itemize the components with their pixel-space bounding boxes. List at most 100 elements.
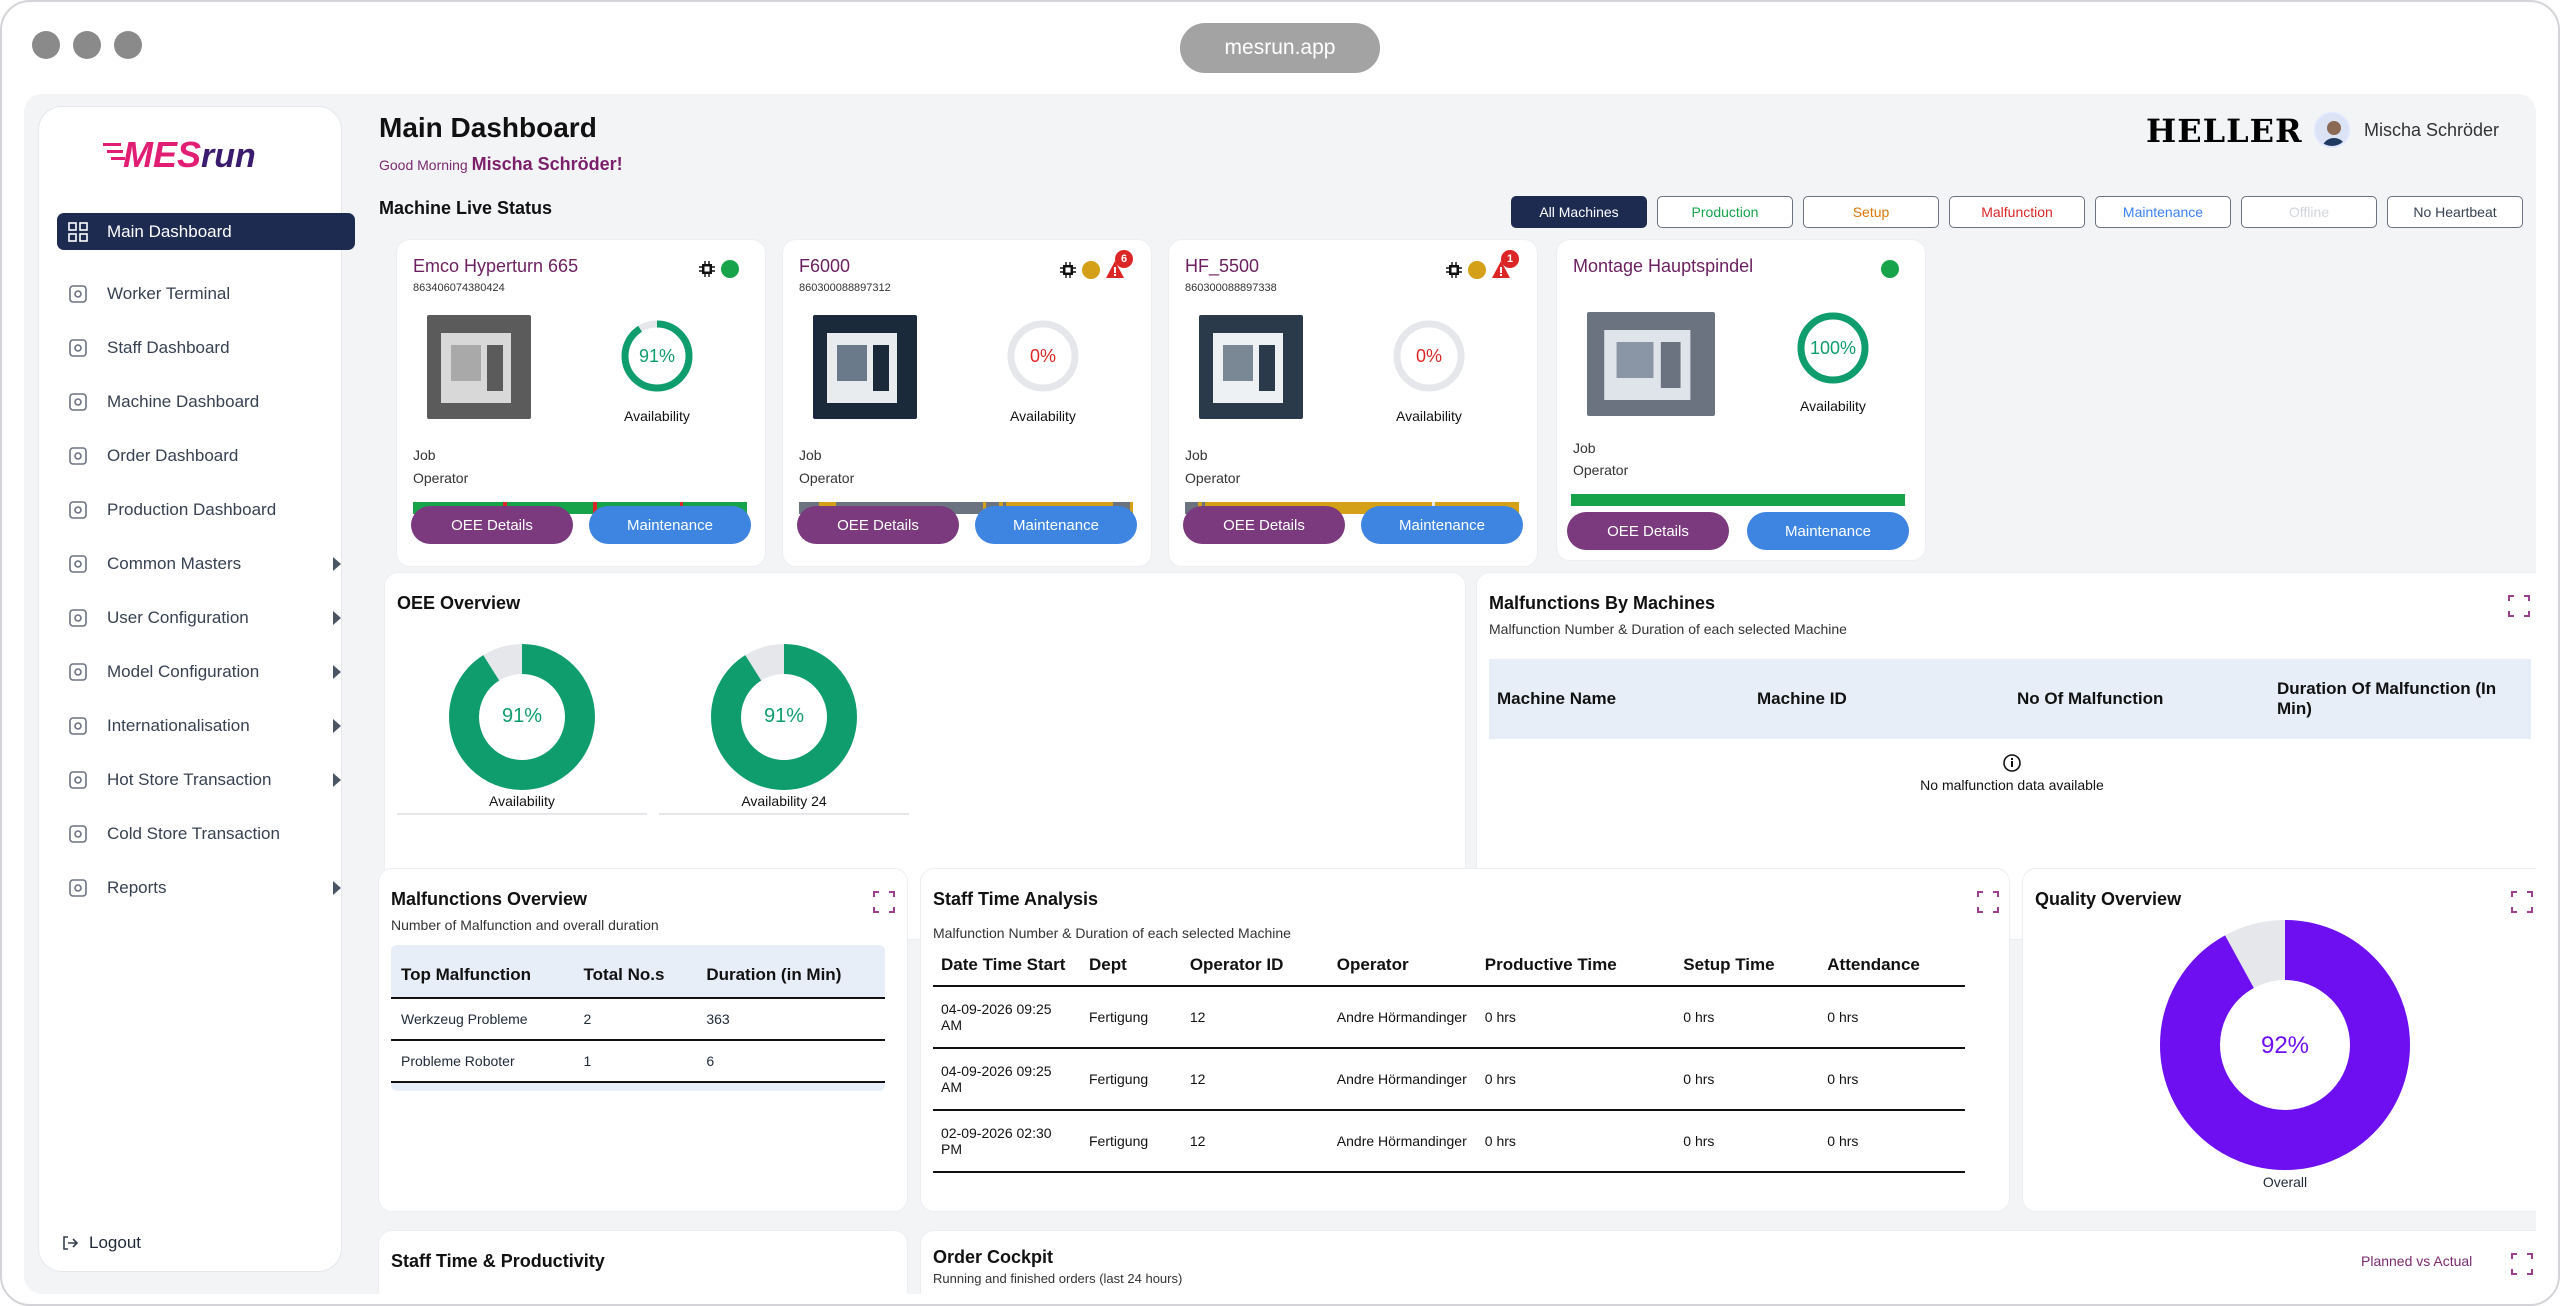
machine-card: HF_5500 860300088897338 1 0% Availability Job…	[1168, 239, 1538, 567]
planned-vs-actual-toggle[interactable]: Planned vs Actual	[2361, 1253, 2473, 1269]
sidebar-item-staff-dashboard[interactable]: Staff Dashboard	[57, 321, 355, 375]
worker-icon	[67, 283, 89, 305]
logout-icon	[63, 1236, 79, 1250]
filter-production[interactable]: Production	[1657, 196, 1793, 228]
filter-setup[interactable]: Setup	[1803, 196, 1939, 228]
operator-label: Operator	[1573, 462, 1629, 478]
availability-label: Availability	[1800, 398, 1866, 414]
status-indicator	[721, 260, 739, 278]
table-cell: 04-09-2026 09:25 AM	[933, 986, 1081, 1049]
user-avatar-icon	[2316, 114, 2348, 146]
sidebar-item-main-dashboard[interactable]: Main Dashboard	[57, 213, 355, 250]
oee-details-button[interactable]: OEE Details	[411, 506, 573, 544]
sidebar-item-label: Cold Store Transaction	[107, 824, 280, 843]
machine-name[interactable]: HF_5500	[1185, 256, 1260, 276]
maintenance-button[interactable]: Maintenance	[1747, 512, 1909, 550]
sidebar-item-label: Production Dashboard	[107, 500, 277, 519]
staff-icon	[67, 337, 89, 359]
oc-subtitle: Running and finished orders (last 24 hou…	[933, 1271, 1183, 1286]
table-header-row: Top Malfunction Total No.s Duration (in Mi…	[391, 953, 885, 999]
quality-value: 92%	[2261, 1032, 2309, 1059]
sidebar-item-order-dashboard[interactable]: Order Dashboard	[57, 429, 355, 483]
oee-details-button[interactable]: OEE Details	[1183, 506, 1345, 544]
filter-maintenance[interactable]: Maintenance	[2095, 196, 2231, 228]
mbm-subtitle: Malfunction Number & Duration of each se…	[1489, 621, 1847, 637]
filter-all-machines[interactable]: All Machines	[1511, 196, 1647, 228]
maintenance-button[interactable]: Maintenance	[1361, 506, 1523, 544]
table-cell: 12	[1181, 1048, 1329, 1111]
expand-icon[interactable]	[872, 890, 896, 914]
machine-card: Montage Hauptspindel 100% Availability Job O…	[1556, 239, 1926, 561]
table-cell: 12	[1181, 986, 1329, 1049]
status-indicator	[1082, 261, 1100, 279]
user-menu[interactable]: Mischa Schröder	[2314, 112, 2499, 148]
ring-value	[621, 320, 693, 392]
column-header: Machine Name	[1497, 689, 1617, 708]
alert-icon[interactable]: 6	[1105, 250, 1133, 280]
column-header: Machine ID	[1757, 689, 1847, 708]
table-cell: Andre Hörmandinger	[1328, 1048, 1477, 1111]
sidebar-item-internationalisation[interactable]: Internationalisation	[57, 699, 355, 753]
avatar[interactable]	[2314, 112, 2350, 148]
sidebar-item-reports[interactable]: Reports	[57, 861, 355, 915]
machine-name[interactable]: Emco Hyperturn 665	[413, 256, 579, 276]
table-cell: Andre Hörmandinger	[1328, 1110, 1477, 1173]
maintenance-button[interactable]: Maintenance	[589, 506, 751, 544]
expand-icon[interactable]	[1976, 890, 2000, 914]
table-cell: 1	[573, 1040, 697, 1083]
filter-offline[interactable]: Offline	[2241, 196, 2377, 228]
table-cell: 363	[696, 998, 885, 1041]
sidebar-item-worker-terminal[interactable]: Worker Terminal	[57, 267, 355, 321]
expand-icon[interactable]	[2507, 594, 2531, 618]
greeting-text: Good Morning	[379, 157, 468, 173]
machine-name[interactable]: Montage Hauptspindel	[1573, 256, 1754, 276]
filter-malfunction[interactable]: Malfunction	[1949, 196, 2085, 228]
sidebar-item-label: User Configuration	[107, 608, 249, 627]
availability-value: 0%	[1029, 345, 1056, 366]
oee-details-button[interactable]: OEE Details	[1567, 512, 1729, 550]
filter-no-heartbeat[interactable]: No Heartbeat	[2387, 196, 2523, 228]
sidebar-item-machine-dashboard[interactable]: Machine Dashboard	[57, 375, 355, 429]
sidebar-item-model-configuration[interactable]: Model Configuration	[57, 645, 355, 699]
address-bar[interactable]: mesrun.app	[1180, 23, 1380, 73]
table-row[interactable]: Probleme Roboter 1 6	[391, 1040, 885, 1083]
timeline-segment	[1129, 502, 1133, 514]
maximize-window-button[interactable]	[114, 31, 142, 59]
ring-track	[1393, 320, 1465, 392]
close-window-button[interactable]	[32, 31, 60, 59]
minimize-window-button[interactable]	[73, 31, 101, 59]
chevron-right-icon	[333, 665, 341, 679]
staff-time-table: Date Time Start Dept Operator ID Operator Pr…	[933, 945, 1965, 1173]
oee-overview-title: OEE Overview	[397, 593, 521, 613]
job-label: Job	[413, 447, 436, 463]
table-row[interactable]: 04-09-2026 09:25 AM Fertigung 12 Andre Hörm…	[933, 1048, 1965, 1111]
svg-text:MES: MES	[123, 134, 201, 175]
oee-donut-label: Availability 24	[659, 793, 909, 815]
maintenance-button[interactable]: Maintenance	[975, 506, 1137, 544]
sidebar-item-label: Model Configuration	[107, 662, 260, 681]
sidebar-item-hot-store-transaction[interactable]: Hot Store Transaction	[57, 753, 355, 807]
table-row[interactable]: 04-09-2026 09:25 AM Fertigung 12 Andre Hörm…	[933, 986, 1965, 1049]
quality-donut: 92%	[2160, 920, 2410, 1170]
expand-icon[interactable]	[2510, 890, 2534, 914]
column-header: Duration Of Malfunction (In Min)	[2277, 679, 2497, 718]
sidebar-item-common-masters[interactable]: Common Masters	[57, 537, 355, 591]
machine-name[interactable]: F6000	[799, 256, 851, 276]
sidebar-item-label: Reports	[107, 878, 167, 897]
sidebar-item-user-configuration[interactable]: User Configuration	[57, 591, 355, 645]
availability-label: Availability	[1396, 408, 1462, 424]
table-cell: 0 hrs	[1476, 1048, 1676, 1111]
expand-icon[interactable]	[2510, 1252, 2534, 1276]
table-cell: Andre Hörmandinger	[1328, 986, 1477, 1049]
alert-icon[interactable]: 1	[1491, 250, 1519, 280]
sidebar-item-cold-store-transaction[interactable]: Cold Store Transaction	[57, 807, 355, 861]
table-row[interactable]: Werkzeug Probleme 2 363	[391, 998, 885, 1041]
table-cell: 0 hrs	[1819, 986, 1965, 1049]
table-cell: Werkzeug Probleme	[391, 998, 574, 1041]
sidebar-item-production-dashboard[interactable]: Production Dashboard	[57, 483, 355, 537]
oc-title: Order Cockpit	[933, 1247, 1054, 1267]
oee-details-button[interactable]: OEE Details	[797, 506, 959, 544]
logout-button[interactable]: Logout	[61, 1233, 141, 1253]
table-row[interactable]: 02-09-2026 02:30 PM Fertigung 12 Andre Hörm…	[933, 1110, 1965, 1173]
availability-value: 100%	[1809, 337, 1857, 358]
